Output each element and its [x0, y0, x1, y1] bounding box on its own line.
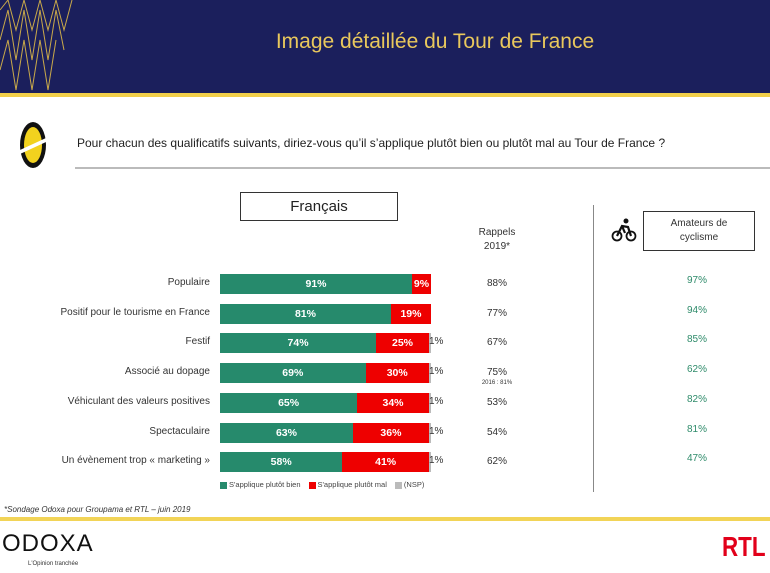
chevron-pattern-decoration [0, 0, 73, 91]
category-label: Associé au dopage [124, 366, 210, 377]
bar-segment-bien: 65% [220, 393, 358, 413]
amateurs-value: 82% [686, 394, 707, 405]
rtl-logo: RTL [722, 531, 766, 562]
nsp-label: 1% [429, 455, 444, 466]
bar-segment-nsp [428, 423, 431, 443]
bar-segment-mal: 36% [352, 423, 429, 443]
bar-segment-mal: 41% [342, 452, 429, 472]
amateurs-label-line1: Amateurs de [670, 218, 728, 229]
nsp-label: 1% [429, 396, 444, 407]
group-label-francais: Français [240, 192, 398, 221]
amateurs-value: 94% [686, 305, 707, 316]
category-label: Positif pour le tourisme en France [60, 307, 210, 318]
rappel-value: 75% [486, 367, 507, 378]
category-label: Populaire [167, 277, 210, 288]
bar-segment-mal: 25% [376, 333, 429, 353]
odoxa-logo: ODOXA [2, 530, 94, 557]
rappel-2016-note: 2016 : 81% [481, 380, 513, 386]
legend-swatch-bien [220, 481, 227, 489]
amateurs-label-line2: cyclisme [679, 232, 719, 243]
question-text: Pour chacun des qualificatifs suivants, … [77, 136, 666, 150]
amateurs-value: 47% [686, 453, 707, 464]
bar-segment-bien: 63% [220, 423, 353, 443]
rappel-value: 77% [486, 308, 507, 319]
amateurs-value: 97% [686, 275, 707, 286]
bar-segment-mal: 30% [365, 363, 429, 383]
bar-segment-bien: 74% [220, 333, 377, 353]
rappel-value: 88% [486, 278, 507, 289]
bar-segment-nsp [428, 452, 431, 472]
nsp-label: 1% [429, 336, 444, 347]
amateurs-value: 85% [686, 334, 707, 345]
bar-segment-mal: 34% [357, 393, 429, 413]
cyclist-icon [611, 218, 637, 242]
category-label: Un évènement trop « marketing » [61, 455, 210, 466]
bar-segment-bien: 58% [220, 452, 343, 472]
legend-item-nsp: (NSP) [394, 480, 425, 489]
amateurs-value: 62% [686, 364, 707, 375]
rappel-value: 62% [486, 456, 507, 467]
bar-segment-mal: 19% [390, 304, 431, 324]
header-stripe [0, 93, 770, 97]
legend-item-mal: S'applique plutôt mal [308, 480, 387, 489]
bar-segment-bien: 69% [220, 363, 366, 383]
header-banner [0, 0, 770, 93]
legend-item-bien: S'applique plutôt bien [220, 480, 301, 489]
bar-segment-nsp [428, 393, 431, 413]
rappel-value: 54% [486, 427, 507, 438]
vertical-divider [593, 205, 594, 492]
bar-segment-bien: 91% [220, 274, 412, 294]
odoxa-question-icon [20, 122, 46, 168]
nsp-label: 1% [429, 426, 444, 437]
amateurs-cyclisme-header: Amateurs de cyclisme [643, 211, 755, 251]
rappels-header: Rappels [478, 227, 516, 238]
page-title: Image détaillée du Tour de France [275, 30, 595, 53]
legend-swatch-nsp [394, 481, 402, 489]
footer-stripe [0, 517, 770, 521]
bar-segment-nsp [428, 333, 431, 353]
category-label: Spectaculaire [149, 426, 210, 437]
legend-swatch-mal [308, 481, 316, 489]
rappel-value: 67% [486, 337, 507, 348]
legend-label-mal: S'applique plutôt mal [317, 480, 387, 489]
rappels-header-year: 2019* [483, 241, 511, 252]
chart-legend: S'applique plutôt bien S'applique plutôt… [220, 480, 424, 489]
nsp-label: 1% [429, 366, 444, 377]
legend-label-bien: S'applique plutôt bien [229, 480, 301, 489]
rappel-value: 53% [486, 397, 507, 408]
category-label: Festif [185, 336, 210, 347]
bar-segment-mal: 9% [412, 274, 431, 294]
footnote: *Sondage Odoxa pour Groupama et RTL – ju… [4, 505, 191, 514]
bar-segment-nsp [428, 363, 431, 383]
odoxa-tagline: L'Opinion tranchée [28, 561, 79, 567]
legend-label-nsp: (NSP) [403, 480, 425, 489]
divider [75, 167, 770, 169]
category-label: Véhiculant des valeurs positives [67, 396, 210, 407]
bar-segment-bien: 81% [220, 304, 391, 324]
amateurs-value: 81% [686, 424, 707, 435]
